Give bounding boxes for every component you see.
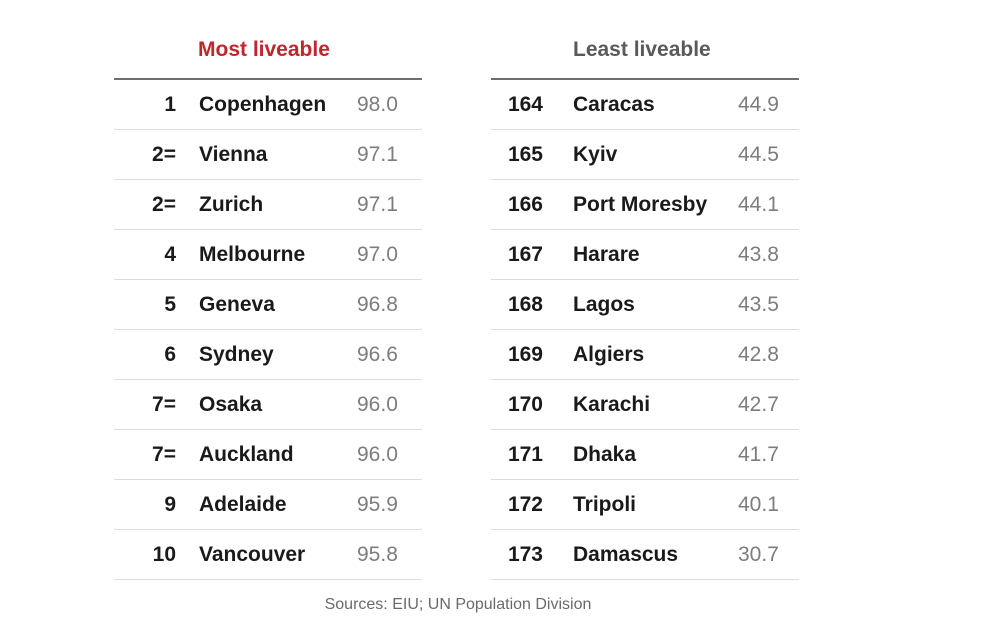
- rank-cell: 172: [507, 492, 543, 516]
- score-cell: 96.0: [357, 442, 398, 466]
- table-row: 166 Port Moresby 44.1: [491, 180, 799, 230]
- rank-cell: 171: [507, 442, 543, 466]
- score-cell: 95.8: [357, 542, 398, 566]
- most-liveable-title: Most liveable: [198, 38, 330, 61]
- city-cell: Harare: [573, 242, 640, 266]
- score-cell: 95.9: [357, 492, 398, 516]
- least-liveable-header-rule: [491, 78, 799, 80]
- rank-cell: 4: [164, 242, 176, 266]
- score-cell: 96.0: [357, 392, 398, 416]
- rank-cell: 2=: [152, 142, 176, 166]
- table-row: 10 Vancouver 95.8: [114, 530, 422, 580]
- score-cell: 42.7: [738, 392, 779, 416]
- table-row: 173 Damascus 30.7: [491, 530, 799, 580]
- rank-cell: 10: [152, 542, 176, 566]
- city-cell: Damascus: [573, 542, 679, 566]
- table-row: 168 Lagos 43.5: [491, 280, 799, 330]
- city-cell: Karachi: [573, 392, 651, 416]
- table-row: 6 Sydney 96.6: [114, 330, 422, 380]
- score-cell: 44.5: [738, 142, 779, 166]
- rank-cell: 9: [164, 492, 176, 516]
- score-cell: 44.9: [738, 92, 779, 116]
- table-row: 2= Zurich 97.1: [114, 180, 422, 230]
- city-cell: Osaka: [199, 392, 263, 416]
- city-cell: Caracas: [573, 92, 655, 116]
- least-liveable-table: Least liveable 164 Caracas 44.9 165 Kyiv 44.5…: [491, 30, 799, 580]
- city-cell: Algiers: [573, 342, 645, 366]
- score-cell: 41.7: [738, 442, 779, 466]
- score-cell: 96.6: [357, 342, 398, 366]
- score-cell: 44.1: [738, 192, 779, 216]
- table-row: 169 Algiers 42.8: [491, 330, 799, 380]
- rank-cell: 1: [164, 92, 176, 116]
- rank-cell: 165: [507, 142, 543, 166]
- city-cell: Copenhagen: [199, 92, 327, 116]
- rank-cell: 173: [507, 542, 543, 566]
- table-row: 167 Harare 43.8: [491, 230, 799, 280]
- table-row: 5 Geneva 96.8: [114, 280, 422, 330]
- city-cell: Sydney: [199, 342, 274, 366]
- score-cell: 97.1: [357, 192, 398, 216]
- source-note: Sources: EIU; UN Population Division: [324, 596, 592, 613]
- city-cell: Adelaide: [199, 492, 287, 516]
- city-cell: Zurich: [199, 192, 264, 216]
- table-row: 165 Kyiv 44.5: [491, 130, 799, 180]
- city-cell: Geneva: [199, 292, 275, 316]
- score-cell: 30.7: [738, 542, 779, 566]
- city-cell: Lagos: [573, 292, 635, 316]
- rank-cell: 164: [507, 92, 543, 116]
- city-cell: Port Moresby: [573, 192, 708, 216]
- score-cell: 97.1: [357, 142, 398, 166]
- table-row: 7= Auckland 96.0: [114, 430, 422, 480]
- city-cell: Dhaka: [573, 442, 637, 466]
- table-row: 170 Karachi 42.7: [491, 380, 799, 430]
- table-row: 171 Dhaka 41.7: [491, 430, 799, 480]
- score-cell: 96.8: [357, 292, 398, 316]
- score-cell: 97.0: [357, 242, 398, 266]
- city-cell: Tripoli: [573, 492, 636, 516]
- table-row: 2= Vienna 97.1: [114, 130, 422, 180]
- table-row: 4 Melbourne 97.0: [114, 230, 422, 280]
- least-liveable-rows: 164 Caracas 44.9 165 Kyiv 44.5 166 Port Moresby…: [491, 80, 799, 580]
- rank-cell: 168: [507, 292, 543, 316]
- city-cell: Kyiv: [573, 142, 618, 166]
- table-row: 172 Tripoli 40.1: [491, 480, 799, 530]
- table-row: 9 Adelaide 95.9: [114, 480, 422, 530]
- rank-cell: 169: [507, 342, 543, 366]
- score-cell: 42.8: [738, 342, 779, 366]
- rank-cell: 2=: [152, 192, 176, 216]
- rank-cell: 170: [507, 392, 543, 416]
- most-liveable-header-rule: [114, 78, 422, 80]
- rank-cell: 6: [164, 342, 176, 366]
- city-cell: Vancouver: [199, 542, 306, 566]
- score-cell: 43.5: [738, 292, 779, 316]
- city-cell: Vienna: [199, 142, 268, 166]
- rank-cell: 5: [164, 292, 176, 316]
- score-cell: 40.1: [738, 492, 779, 516]
- score-cell: 43.8: [738, 242, 779, 266]
- table-row: 164 Caracas 44.9: [491, 80, 799, 130]
- city-cell: Melbourne: [199, 242, 306, 266]
- rank-cell: 167: [507, 242, 543, 266]
- most-liveable-rows: 1 Copenhagen 98.0 2= Vienna 97.1 2= Zurich 97.1 4…: [114, 80, 422, 580]
- most-liveable-table: Most liveable 1 Copenhagen 98.0 2= Vienna 97.…: [114, 30, 422, 580]
- rank-cell: 166: [507, 192, 543, 216]
- least-liveable-title: Least liveable: [573, 38, 711, 61]
- table-row: 1 Copenhagen 98.0: [114, 80, 422, 130]
- rank-cell: 7=: [152, 392, 176, 416]
- score-cell: 98.0: [357, 92, 398, 116]
- rank-cell: 7=: [152, 442, 176, 466]
- table-row: 7= Osaka 96.0: [114, 380, 422, 430]
- city-cell: Auckland: [199, 442, 294, 466]
